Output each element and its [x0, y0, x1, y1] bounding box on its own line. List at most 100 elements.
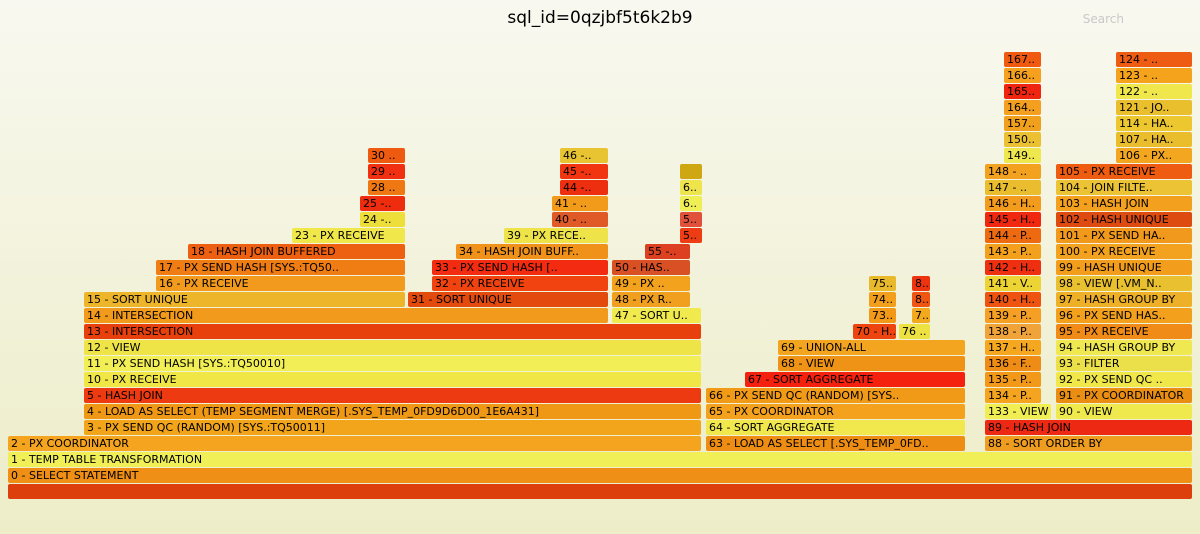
flame-frame[interactable]: 4 - LOAD AS SELECT (TEMP SEGMENT MERGE) … [84, 404, 701, 419]
flame-frame[interactable]: 1 - TEMP TABLE TRANSFORMATION [8, 452, 1192, 467]
flame-frame[interactable]: 3 - PX SEND QC (RANDOM) [SYS.:TQ50011] [84, 420, 701, 435]
flame-frame[interactable] [8, 484, 1192, 499]
flame-frame[interactable]: 143 - P.. [985, 244, 1041, 259]
flame-frame[interactable]: 16 - PX RECEIVE [156, 276, 405, 291]
flame-frame[interactable]: 5.. [680, 228, 702, 243]
flame-frame[interactable]: 97 - HASH GROUP BY [1056, 292, 1192, 307]
flame-frame[interactable]: 99 - HASH UNIQUE [1056, 260, 1192, 275]
flame-frame[interactable]: 142 - H.. [985, 260, 1041, 275]
flame-frame[interactable]: 135 - P.. [985, 372, 1041, 387]
flame-frame[interactable]: 165.. [1004, 84, 1041, 99]
flame-frame[interactable]: 34 - HASH JOIN BUFF.. [456, 244, 608, 259]
flame-frame[interactable]: 145 - H.. [985, 212, 1041, 227]
flame-frame[interactable]: 45 -.. [560, 164, 608, 179]
flame-frame[interactable]: 114 - HA.. [1116, 116, 1192, 131]
flame-frame[interactable]: 91 - PX COORDINATOR [1056, 388, 1192, 403]
flame-frame[interactable]: 133 - VIEW [985, 404, 1051, 419]
flame-frame[interactable]: 25 -.. [360, 196, 405, 211]
flame-frame[interactable]: 95 - PX RECEIVE [1056, 324, 1192, 339]
flame-frame[interactable]: 164.. [1004, 100, 1041, 115]
flame-frame[interactable] [680, 164, 702, 179]
flame-frame[interactable]: 23 - PX RECEIVE [292, 228, 405, 243]
flame-frame[interactable]: 67 - SORT AGGREGATE [745, 372, 965, 387]
flame-frame[interactable]: 106 - PX.. [1116, 148, 1192, 163]
flame-frame[interactable]: 50 - HAS.. [612, 260, 690, 275]
flame-frame[interactable]: 101 - PX SEND HA.. [1056, 228, 1192, 243]
flame-frame[interactable]: 6.. [680, 196, 702, 211]
flame-frame[interactable]: 76 .. [899, 324, 930, 339]
flame-frame[interactable]: 32 - PX RECEIVE [432, 276, 608, 291]
flame-frame[interactable]: 5 - HASH JOIN [84, 388, 701, 403]
flame-frame[interactable]: 75.. [869, 276, 896, 291]
flame-frame[interactable]: 146 - H.. [985, 196, 1041, 211]
flame-frame[interactable]: 149.. [1004, 148, 1041, 163]
flame-frame[interactable]: 0 - SELECT STATEMENT [8, 468, 1192, 483]
flame-frame[interactable]: 55 -.. [645, 244, 690, 259]
flame-frame[interactable]: 14 - INTERSECTION [84, 308, 608, 323]
flame-frame[interactable]: 93 - FILTER [1056, 356, 1192, 371]
flame-frame[interactable]: 10 - PX RECEIVE [84, 372, 701, 387]
flame-frame[interactable]: 96 - PX SEND HAS.. [1056, 308, 1192, 323]
flame-frame[interactable]: 148 - .. [985, 164, 1041, 179]
flame-frame[interactable]: 88 - SORT ORDER BY [985, 436, 1192, 451]
flame-frame[interactable]: 144 - P.. [985, 228, 1041, 243]
flame-frame[interactable]: 66 - PX SEND QC (RANDOM) [SYS.. [706, 388, 965, 403]
flame-frame[interactable]: 39 - PX RECE.. [504, 228, 608, 243]
flame-frame[interactable]: 49 - PX .. [612, 276, 690, 291]
flame-frame[interactable]: 48 - PX R.. [612, 292, 690, 307]
flame-frame[interactable]: 46 -.. [560, 148, 608, 163]
flame-frame[interactable]: 17 - PX SEND HASH [SYS.:TQ50.. [156, 260, 405, 275]
flame-frame[interactable]: 102 - HASH UNIQUE [1056, 212, 1192, 227]
flame-frame[interactable]: 141 - V.. [985, 276, 1041, 291]
flame-frame[interactable]: 44 -.. [560, 180, 608, 195]
flame-frame[interactable]: 47 - SORT U.. [612, 308, 701, 323]
flame-frame[interactable]: 5.. [680, 212, 702, 227]
flame-frame[interactable]: 124 - .. [1116, 52, 1192, 67]
flame-frame[interactable]: 63 - LOAD AS SELECT [.SYS_TEMP_0FD.. [706, 436, 965, 451]
flame-frame[interactable]: 68 - VIEW [778, 356, 965, 371]
flame-frame[interactable]: 90 - VIEW [1056, 404, 1192, 419]
flame-frame[interactable]: 33 - PX SEND HASH [.. [432, 260, 608, 275]
flame-frame[interactable]: 40 - .. [552, 212, 608, 227]
flame-frame[interactable]: 134 - P.. [985, 388, 1041, 403]
flame-frame[interactable]: 24 -.. [360, 212, 405, 227]
flame-frame[interactable]: 13 - INTERSECTION [84, 324, 701, 339]
flame-frame[interactable]: 7.. [912, 308, 930, 323]
flame-frame[interactable]: 139 - P.. [985, 308, 1041, 323]
flame-frame[interactable]: 69 - UNION-ALL [778, 340, 965, 355]
flame-frame[interactable]: 92 - PX SEND QC .. [1056, 372, 1192, 387]
flame-frame[interactable]: 64 - SORT AGGREGATE [706, 420, 965, 435]
flame-frame[interactable]: 15 - SORT UNIQUE [84, 292, 405, 307]
flame-frame[interactable]: 6.. [680, 180, 702, 195]
flame-frame[interactable]: 167.. [1004, 52, 1041, 67]
flame-frame[interactable]: 8.. [912, 292, 930, 307]
flame-frame[interactable]: 12 - VIEW [84, 340, 701, 355]
flame-frame[interactable]: 136 - F.. [985, 356, 1041, 371]
flame-frame[interactable]: 150.. [1004, 132, 1041, 147]
search-button[interactable]: Search [1082, 12, 1124, 26]
flame-frame[interactable]: 2 - PX COORDINATOR [8, 436, 701, 451]
flame-frame[interactable]: 140 - H.. [985, 292, 1041, 307]
flame-frame[interactable]: 89 - HASH JOIN [985, 420, 1192, 435]
flame-frame[interactable]: 121 - JO.. [1116, 100, 1192, 115]
flame-frame[interactable]: 107 - HA.. [1116, 132, 1192, 147]
flame-frame[interactable]: 30 .. [368, 148, 405, 163]
flame-frame[interactable]: 103 - HASH JOIN [1056, 196, 1192, 211]
flame-frame[interactable]: 123 - .. [1116, 68, 1192, 83]
flame-frame[interactable]: 74.. [869, 292, 896, 307]
flame-frame[interactable]: 157.. [1004, 116, 1041, 131]
flame-frame[interactable]: 147 - .. [985, 180, 1041, 195]
flame-frame[interactable]: 104 - JOIN FILTE.. [1056, 180, 1192, 195]
flame-frame[interactable]: 11 - PX SEND HASH [SYS.:TQ50010] [84, 356, 701, 371]
flame-frame[interactable]: 105 - PX RECEIVE [1056, 164, 1192, 179]
flame-frame[interactable]: 70 - H.. [853, 324, 896, 339]
flame-frame[interactable]: 100 - PX RECEIVE [1056, 244, 1192, 259]
flame-frame[interactable]: 73.. [869, 308, 896, 323]
flame-frame[interactable]: 8.. [912, 276, 930, 291]
flame-frame[interactable]: 166.. [1004, 68, 1041, 83]
flame-frame[interactable]: 41 - .. [552, 196, 608, 211]
flame-frame[interactable]: 137 - H.. [985, 340, 1041, 355]
flame-frame[interactable]: 31 - SORT UNIQUE [408, 292, 608, 307]
flame-frame[interactable]: 122 - .. [1116, 84, 1192, 99]
flame-frame[interactable]: 65 - PX COORDINATOR [706, 404, 965, 419]
